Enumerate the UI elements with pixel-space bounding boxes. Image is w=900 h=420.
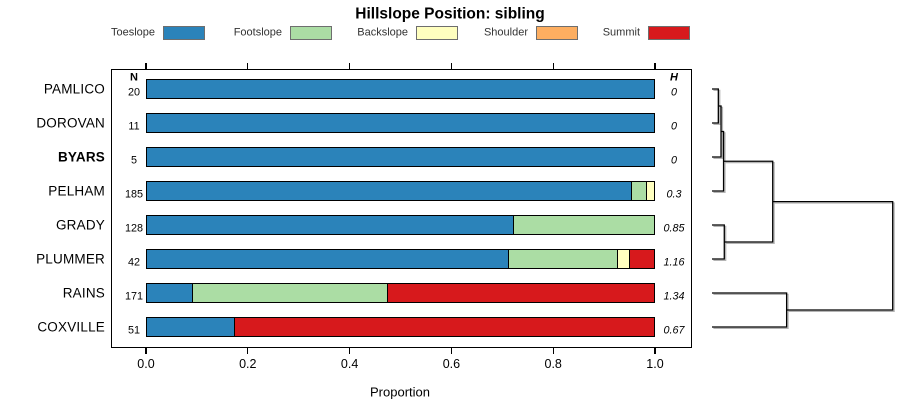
n-column-header: N — [130, 71, 138, 84]
bar-segment-toeslope-coxville — [146, 317, 236, 337]
legend-label-footslope: Footslope — [233, 26, 282, 39]
n-value-rains: 171 — [124, 290, 144, 303]
x-axis-tick-bottom — [552, 348, 554, 354]
bar-segment-toeslope-byars — [146, 147, 655, 167]
chart-title: Hillslope Position: sibling — [355, 5, 545, 23]
h-value-plummer: 1.16 — [663, 256, 685, 269]
x-axis-tick-bottom — [349, 348, 351, 354]
x-axis-tick-bottom — [450, 348, 453, 354]
dendrogram-links — [712, 88, 894, 328]
bar-segment-summit-coxville — [234, 317, 655, 337]
bar-segment-toeslope-rains — [146, 283, 194, 303]
x-tick-label: 0.0 — [137, 356, 155, 371]
h-value-pamlico: 0 — [670, 86, 678, 99]
bar-segment-footslope-rains — [191, 283, 389, 303]
legend-label-shoulder: Shoulder — [483, 26, 528, 39]
x-axis-tick-top — [247, 63, 249, 69]
bar-segment-summit-plummer — [629, 249, 655, 269]
h-value-dorovan: 0 — [670, 120, 678, 133]
x-tick-label: 0.6 — [442, 356, 461, 371]
h-value-pelham: 0.3 — [666, 188, 682, 201]
x-tick-label: 0.8 — [544, 356, 562, 371]
row-label-dorovan: DOROVAN — [36, 115, 105, 131]
dendrogram-shadow — [713, 89, 895, 330]
n-value-grady: 128 — [124, 222, 144, 235]
x-axis-tick-top — [349, 63, 351, 69]
row-label-pamlico: PAMLICO — [43, 81, 105, 97]
legend-label-toeslope: Toeslope — [110, 26, 155, 39]
row-label-coxville: COXVILLE — [37, 319, 105, 335]
h-column-header: H — [670, 71, 678, 84]
n-value-pamlico: 20 — [127, 86, 141, 99]
x-tick-label: 0.2 — [239, 356, 257, 371]
legend-label-backslope: Backslope — [357, 26, 408, 39]
x-axis-tick-bottom — [654, 348, 656, 354]
row-label-grady: GRADY — [55, 217, 105, 233]
legend-swatch-toeslope — [163, 26, 205, 40]
h-value-grady: 0.85 — [663, 222, 685, 235]
h-value-coxville: 0.67 — [663, 324, 685, 337]
plot-area-border — [111, 69, 692, 348]
row-label-rains: RAINS — [62, 285, 105, 301]
x-axis-tick-top — [654, 63, 656, 69]
legend-label-summit: Summit — [602, 26, 640, 39]
bar-segment-footslope-pelham — [630, 181, 648, 201]
x-tick-label: 0.4 — [340, 356, 359, 371]
row-label-pelham: PELHAM — [48, 183, 105, 199]
row-label-byars: BYARS — [57, 149, 105, 165]
x-axis-tick-top — [145, 63, 147, 69]
x-axis-tick-bottom — [247, 348, 249, 354]
bar-segment-footslope-plummer — [507, 249, 619, 269]
bar-segment-toeslope-plummer — [146, 249, 510, 269]
legend-swatch-footslope — [290, 26, 332, 40]
bar-segment-toeslope-pelham — [146, 181, 633, 201]
n-value-dorovan: 11 — [128, 120, 140, 133]
bar-segment-footslope-grady — [512, 215, 655, 235]
bar-segment-backslope-pelham — [645, 181, 655, 201]
h-value-byars: 0 — [670, 154, 678, 167]
x-axis-title: Proportion — [370, 384, 430, 400]
bar-segment-toeslope-dorovan — [146, 113, 655, 133]
bar-segment-toeslope-pamlico — [146, 79, 655, 99]
x-axis-tick-top — [450, 63, 453, 69]
row-label-plummer: PLUMMER — [36, 251, 105, 267]
legend-swatch-summit — [648, 26, 690, 40]
bar-segment-toeslope-grady — [146, 215, 514, 235]
x-axis-tick-bottom — [145, 348, 147, 354]
bar-segment-summit-rains — [386, 283, 655, 303]
x-axis-tick-top — [552, 63, 554, 69]
n-value-coxville: 51 — [127, 324, 141, 337]
n-value-byars: 5 — [130, 154, 138, 167]
legend-swatch-backslope — [416, 26, 458, 40]
h-value-rains: 1.34 — [663, 290, 685, 303]
legend-swatch-shoulder — [536, 26, 578, 40]
n-value-pelham: 185 — [124, 188, 144, 201]
n-value-plummer: 42 — [127, 256, 141, 269]
x-tick-label: 1.0 — [646, 356, 664, 371]
